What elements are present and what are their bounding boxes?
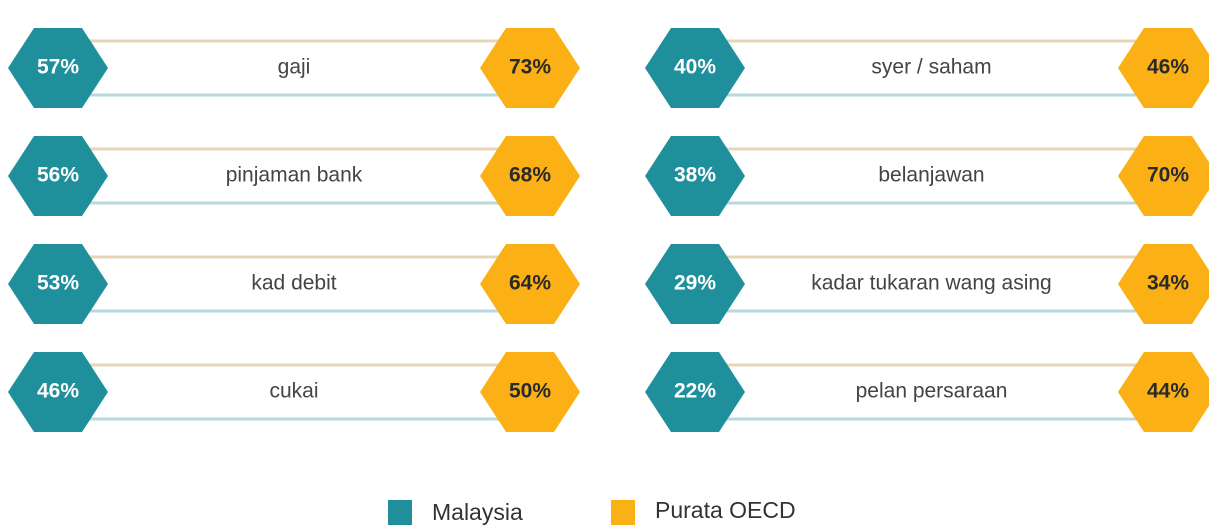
oecd-value: 68%: [509, 164, 551, 187]
malaysia-hexagon: [8, 28, 108, 108]
malaysia-hexagon: [645, 28, 745, 108]
malaysia-hexagon: [8, 352, 108, 432]
malaysia-hexagon: [8, 136, 108, 216]
item-label: syer / saham: [871, 56, 991, 79]
oecd-hexagon: [480, 28, 580, 108]
oecd-value: 44%: [1147, 380, 1189, 403]
legend-label: Purata OECD: [655, 497, 796, 523]
malaysia-value: 53%: [37, 272, 79, 295]
malaysia-hexagon: [645, 352, 745, 432]
oecd-hexagon: [480, 244, 580, 324]
oecd-value: 70%: [1147, 164, 1189, 187]
malaysia-hexagon: [645, 244, 745, 324]
oecd-value: 46%: [1147, 56, 1189, 79]
item-label: pelan persaraan: [856, 380, 1008, 403]
malaysia-hexagon: [645, 136, 745, 216]
oecd-hexagon: [1118, 28, 1209, 108]
oecd-hexagon: [1118, 244, 1209, 324]
malaysia-value: 57%: [37, 56, 79, 79]
item-label: kadar tukaran wang asing: [811, 272, 1052, 295]
item-label: cukai: [269, 380, 318, 403]
malaysia-value: 46%: [37, 380, 79, 403]
oecd-value: 64%: [509, 272, 551, 295]
malaysia-value: 56%: [37, 164, 79, 187]
legend-swatch: [388, 500, 412, 525]
malaysia-value: 22%: [674, 380, 716, 403]
oecd-value: 73%: [509, 56, 551, 79]
malaysia-value: 38%: [674, 164, 716, 187]
item-label: pinjaman bank: [226, 164, 363, 187]
legend-label: Malaysia: [432, 499, 523, 525]
oecd-value: 34%: [1147, 272, 1189, 295]
oecd-hexagon: [480, 352, 580, 432]
item-label: gaji: [278, 56, 311, 79]
legend-swatch: [611, 500, 635, 525]
malaysia-value: 40%: [674, 56, 716, 79]
malaysia-value: 29%: [674, 272, 716, 295]
malaysia-hexagon: [8, 244, 108, 324]
item-label: kad debit: [251, 272, 336, 295]
oecd-hexagon: [1118, 352, 1209, 432]
oecd-hexagon: [1118, 136, 1209, 216]
item-label: belanjawan: [878, 164, 984, 187]
oecd-value: 50%: [509, 380, 551, 403]
oecd-hexagon: [480, 136, 580, 216]
